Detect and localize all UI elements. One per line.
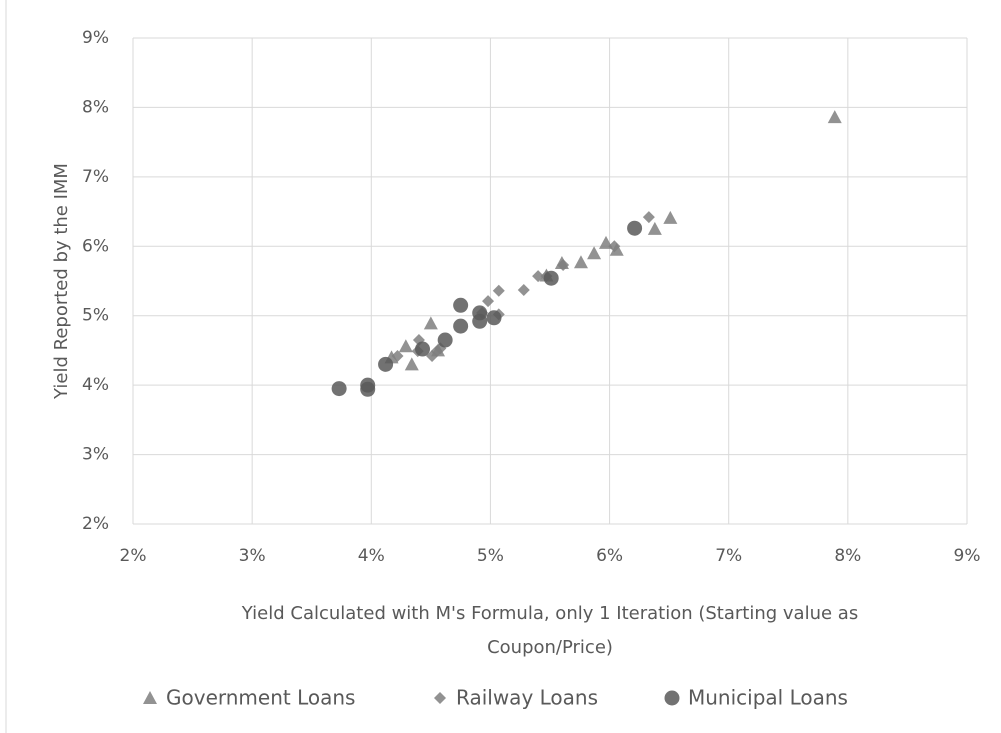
triangle-marker [587, 246, 602, 260]
y-tick-label: 6% [82, 236, 109, 256]
x-axis-label: Yield Calculated with M's Formula, only … [241, 603, 858, 624]
diamond-marker [642, 211, 655, 224]
triangle-marker [827, 110, 842, 124]
legend-label: Railway Loans [456, 686, 598, 710]
triangle-marker [423, 316, 438, 330]
y-tick-label: 2% [82, 514, 109, 534]
y-axis-label: Yield Reported by the IMM [51, 163, 72, 400]
x-tick-label: 2% [120, 546, 147, 566]
circle-marker [453, 318, 469, 334]
circle-marker [627, 220, 643, 236]
circle-marker [378, 356, 394, 372]
circle-marker [453, 297, 469, 313]
x-axis-label: Coupon/Price) [487, 637, 613, 658]
x-tick-label: 8% [834, 546, 861, 566]
y-tick-label: 8% [82, 97, 109, 117]
x-tick-label: 6% [596, 546, 623, 566]
circle-marker [543, 270, 559, 286]
circle-marker [437, 332, 453, 348]
triangle-marker [398, 339, 413, 353]
circle-marker [331, 381, 347, 397]
x-tick-label: 5% [477, 546, 504, 566]
diamond-marker [517, 284, 530, 297]
triangle-marker [404, 357, 419, 371]
diamond-marker [532, 270, 545, 283]
triangle-marker [573, 255, 588, 269]
triangle-marker [143, 691, 157, 704]
diamond-marker [391, 349, 404, 362]
x-tick-label: 3% [239, 546, 266, 566]
x-tick-label: 9% [954, 546, 981, 566]
circle-marker [486, 310, 502, 326]
diamond-marker [608, 240, 621, 253]
diamond-marker [482, 295, 495, 308]
legend-label: Government Loans [166, 686, 355, 710]
triangle-marker [647, 221, 662, 235]
y-tick-label: 4% [82, 375, 109, 395]
diamond-marker [557, 259, 570, 272]
circle-marker [472, 313, 488, 329]
diamond-marker [492, 284, 505, 297]
legend-label: Municipal Loans [688, 686, 848, 710]
diamond-marker [434, 692, 446, 704]
triangle-marker [663, 210, 678, 224]
circle-marker [664, 690, 680, 706]
y-tick-label: 5% [82, 306, 109, 326]
x-tick-label: 4% [358, 546, 385, 566]
y-tick-label: 3% [82, 445, 109, 465]
y-tick-label: 7% [82, 167, 109, 187]
x-tick-label: 7% [715, 546, 742, 566]
y-tick-label: 9% [82, 28, 109, 48]
circle-marker [360, 381, 376, 397]
circle-marker [415, 341, 431, 357]
